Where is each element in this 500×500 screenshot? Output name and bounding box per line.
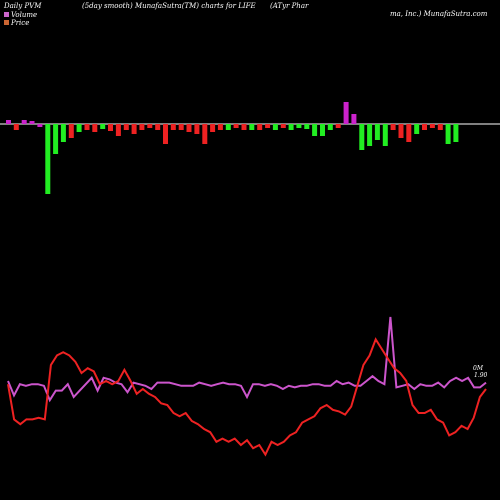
volume-bar — [280, 124, 286, 128]
legend-volume-swatch — [4, 12, 9, 17]
volume-bar — [100, 124, 106, 129]
volume-bar — [304, 124, 310, 129]
legend-volume-label: Volume — [11, 11, 37, 19]
volume-bar — [155, 124, 161, 130]
volume-bar — [233, 124, 239, 128]
volume-bar — [217, 124, 223, 130]
title-center: (5day smooth) MunafaSutra(TM) charts for… — [82, 2, 256, 10]
volume-end-label: 0M — [473, 365, 484, 372]
volume-bar — [186, 124, 192, 132]
volume-bar — [296, 124, 302, 128]
volume-bar — [6, 120, 11, 124]
volume-bar — [320, 124, 325, 136]
title-left: Daily PVM — [3, 2, 42, 10]
volume-bar — [390, 124, 396, 130]
price-end-label: 1.90 — [474, 372, 488, 379]
volume-bar — [170, 124, 176, 130]
legend-price-swatch — [4, 20, 9, 25]
volume-bar — [327, 124, 333, 130]
volume-bar — [414, 124, 420, 134]
volume-bar — [422, 124, 427, 130]
volume-bar — [13, 124, 19, 130]
volume-bar — [45, 124, 51, 194]
volume-bar — [312, 124, 318, 136]
volume-bar — [335, 124, 341, 128]
volume-bar — [60, 124, 66, 142]
volume-bar — [21, 120, 27, 124]
volume-bar — [445, 124, 451, 144]
volume-bar — [351, 114, 357, 124]
legend-price-label: Price — [10, 19, 29, 27]
volume-bar — [115, 124, 121, 136]
volume-bar — [139, 124, 145, 130]
volume-bar — [29, 121, 35, 124]
volume-bar — [382, 124, 388, 146]
volume-bar — [131, 124, 137, 134]
title-right-2: ma, Inc.) MunafaSutra.com — [390, 10, 488, 18]
volume-bar — [123, 124, 129, 130]
price-line — [7, 337, 487, 457]
volume-bar — [241, 124, 247, 130]
volume-bar — [194, 124, 200, 134]
volume-bars — [6, 102, 459, 194]
volume-bar — [406, 124, 412, 142]
volume-bar — [367, 124, 373, 146]
volume-bar — [343, 102, 349, 124]
volume-bar — [202, 124, 208, 144]
volume-bar — [374, 124, 380, 140]
volume-bar — [225, 124, 231, 130]
volume-bar — [257, 124, 263, 130]
volume-bar — [178, 124, 184, 130]
volume-bar — [92, 124, 98, 132]
volume-bar — [272, 124, 278, 130]
volume-bar — [437, 124, 443, 130]
volume-bar — [429, 124, 435, 128]
volume-bar — [359, 124, 365, 150]
volume-bar — [108, 124, 113, 131]
volume-bar — [398, 124, 404, 138]
volume-bar — [265, 124, 271, 128]
volume-bar — [37, 124, 43, 127]
volume-bar — [288, 124, 294, 130]
volume-bar — [76, 124, 82, 132]
volume-bar — [210, 124, 216, 132]
volume-bar — [53, 124, 59, 154]
volume-bar — [163, 124, 168, 144]
volume-bar — [249, 124, 255, 130]
volume-bar — [147, 124, 153, 128]
volume-bar — [453, 124, 459, 142]
title-right: (ATyr Phar — [270, 2, 309, 10]
volume-bar — [84, 124, 90, 130]
volume-bar — [68, 124, 74, 138]
